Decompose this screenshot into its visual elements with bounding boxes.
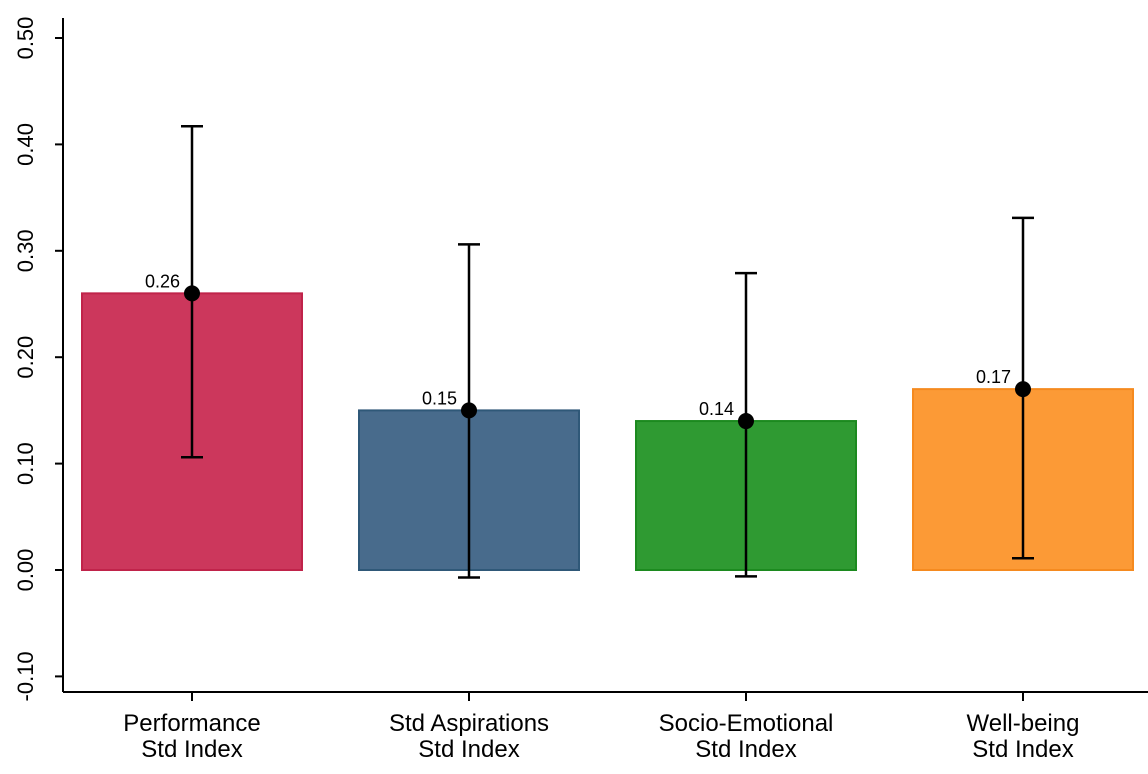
value-label: 0.15 [422, 388, 457, 408]
point-estimate [738, 413, 754, 430]
point-estimate [184, 285, 200, 302]
x-tick-label: Std Aspirations Std Index [389, 710, 549, 763]
y-tick-label: 0.40 [13, 123, 38, 166]
bars-group [81, 292, 1134, 572]
y-tick-label: 0.30 [13, 229, 38, 272]
y-tick-label: 0.00 [13, 549, 38, 592]
value-labels-group: 0.26 0.15 0.14 0.17 [145, 271, 1011, 419]
y-ticks-group: -0.10 0.00 0.10 0.20 0.30 0.40 0.50 [13, 17, 63, 701]
point-estimate [1015, 381, 1031, 398]
y-tick-label: 0.50 [13, 17, 38, 60]
x-tick-label: Performance Std Index [123, 710, 260, 763]
x-tick-label: Well-being Std Index [967, 710, 1080, 763]
value-label: 0.17 [976, 367, 1011, 387]
value-label: 0.14 [699, 399, 734, 419]
x-tick-label: Socio-Emotional Std Index [659, 710, 834, 763]
y-tick-label: 0.20 [13, 336, 38, 379]
y-tick-label: -0.10 [13, 651, 38, 701]
axes-group [62, 18, 1148, 693]
error-bars-group [181, 125, 1034, 579]
point-estimate [461, 402, 477, 419]
value-label: 0.26 [145, 271, 180, 291]
x-ticks-group: Performance Std Index Std Aspirations Std I… [123, 692, 1079, 763]
y-tick-label: 0.10 [13, 442, 38, 485]
